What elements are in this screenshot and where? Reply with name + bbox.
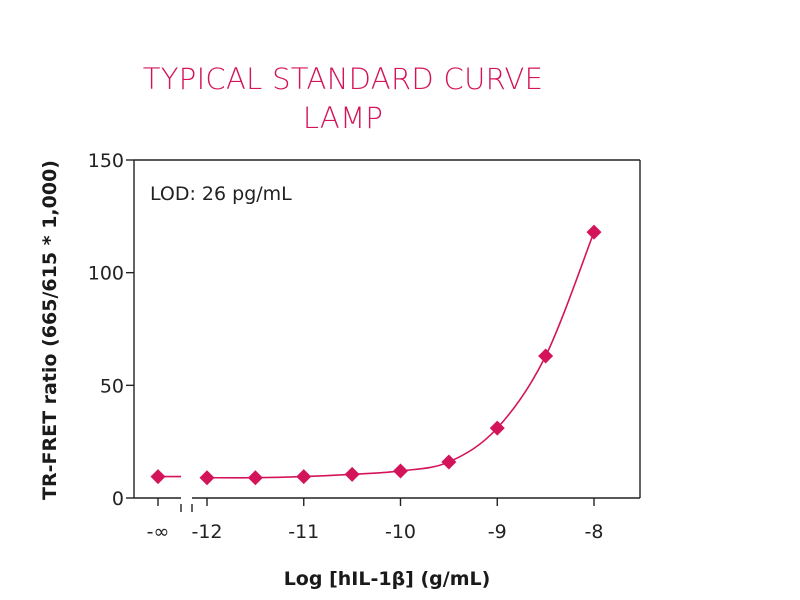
lod-annotation: LOD: 26 pg/mL <box>150 183 292 205</box>
y-tick-label: 100 <box>88 263 124 285</box>
x-tick-label: -9 <box>488 521 507 543</box>
fit-curve <box>206 231 595 479</box>
data-point <box>489 420 505 436</box>
data-point <box>199 470 215 486</box>
data-point <box>150 469 166 485</box>
y-tick-label: 150 <box>88 150 124 172</box>
y-axis: 0 50 100 150 <box>88 150 134 510</box>
x-tick-label: -8 <box>585 521 604 543</box>
chart-title-line-1: TYPICAL STANDARD CURVE <box>142 62 544 96</box>
x-tick-label: -∞ <box>147 521 170 543</box>
data-point <box>586 224 602 240</box>
x-axis-title: Log [hIL-1β] (g/mL) <box>284 568 491 590</box>
data-point <box>296 469 312 485</box>
x-tick-label: -11 <box>288 521 319 543</box>
y-axis-title: TR-FRET ratio (665/615 * 1,000) <box>39 160 61 500</box>
data-point <box>247 470 263 486</box>
x-tick-label: -10 <box>385 521 416 543</box>
y-tick-label: 50 <box>100 375 124 397</box>
data-point <box>538 348 554 364</box>
data-points <box>150 224 602 486</box>
data-point <box>441 454 457 470</box>
x-tick-label: -12 <box>191 521 222 543</box>
data-point <box>344 466 360 482</box>
chart-title-line-2: LAMP <box>302 101 384 135</box>
plot-area <box>133 159 641 512</box>
y-tick-label: 0 <box>112 488 124 510</box>
x-axis: -∞ -12 -11 -10 -9 -8 <box>147 498 604 543</box>
data-point <box>393 463 408 479</box>
